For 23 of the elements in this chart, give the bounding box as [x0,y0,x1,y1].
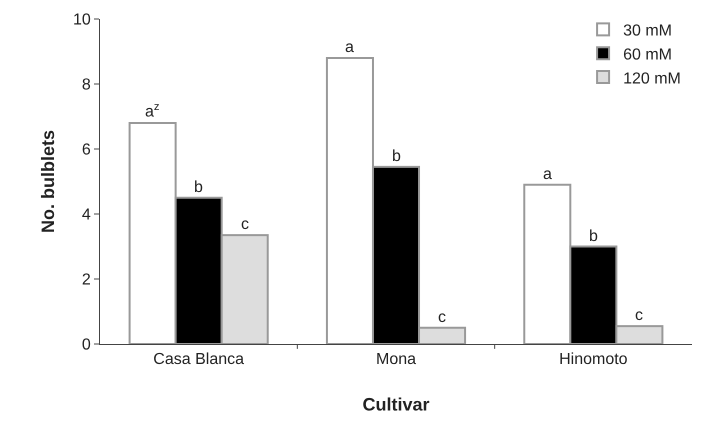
x-axis-title: Cultivar [362,394,430,414]
x-tick-label: Hinomoto [559,351,628,368]
annotation: a$^{z}$ [145,101,160,121]
annotation: c [241,216,249,233]
annotation: a [543,166,552,183]
annotation: b [589,228,598,245]
annotation: b [392,148,401,165]
y-tick-label: 6 [82,142,91,159]
x-tick-label: Casa Blanca [153,351,244,368]
legend-label: 120 mM [623,70,681,88]
legend-label: 30 mM [623,22,672,40]
y-tick-label: 0 [82,336,91,354]
y-tick-label: 4 [82,206,91,224]
annotation: c [438,309,446,326]
y-tick-label: 8 [82,76,91,94]
annotation: b [194,179,203,196]
annotation: c [635,307,643,324]
annotation: a [345,39,354,56]
y-axis-title: No. bulblets [38,130,58,233]
y-tick-label: 10 [73,12,91,29]
legend-label: 60 mM [623,46,672,64]
x-tick-label: Mona [376,351,416,368]
y-tick-label: 2 [82,272,91,289]
